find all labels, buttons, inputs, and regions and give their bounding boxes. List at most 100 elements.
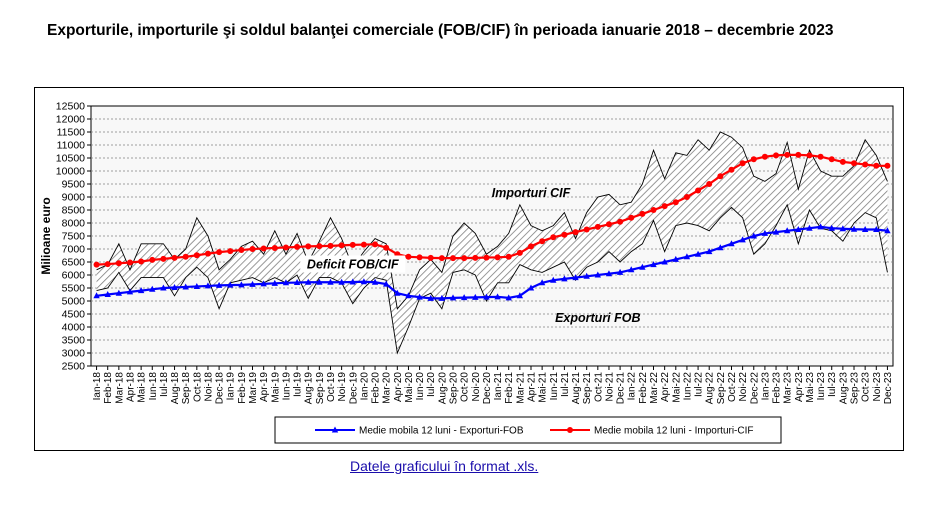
x-tick-label: Oct-20 bbox=[460, 372, 471, 402]
imports-point bbox=[617, 218, 624, 225]
imports-point bbox=[360, 241, 367, 248]
x-tick-label: Sep-23 bbox=[850, 372, 861, 405]
exports-point bbox=[349, 278, 356, 285]
imports-point bbox=[851, 160, 858, 167]
x-tick-label: Iul-22 bbox=[694, 372, 705, 397]
y-tick-label: 7500 bbox=[62, 231, 86, 243]
x-tick-label: Mai-22 bbox=[671, 372, 682, 403]
x-tick-label: Feb-18 bbox=[103, 372, 114, 404]
x-tick-label: Aug-18 bbox=[170, 372, 181, 405]
imports-point bbox=[795, 151, 802, 158]
imports-point bbox=[628, 214, 635, 221]
imports-point bbox=[149, 256, 156, 263]
exports-point bbox=[126, 288, 134, 295]
exports-point bbox=[327, 278, 334, 285]
x-tick-label: Ian-22 bbox=[627, 372, 638, 401]
imports-point bbox=[594, 223, 601, 230]
exports-point bbox=[405, 292, 412, 299]
imports-point bbox=[750, 156, 757, 163]
legend-imports-label: Medie mobila 12 luni - Importuri-CIF bbox=[594, 426, 754, 437]
exports-point bbox=[572, 274, 579, 281]
imports-point bbox=[405, 253, 412, 260]
x-tick-label: Mar-20 bbox=[382, 372, 393, 404]
x-tick-label: Iun-21 bbox=[549, 372, 560, 401]
imports-point bbox=[182, 253, 189, 260]
exports-point bbox=[472, 293, 479, 300]
exports-point bbox=[594, 271, 602, 278]
exports-point bbox=[516, 292, 524, 299]
imports-point bbox=[683, 194, 690, 200]
x-tick-label: Noi-19 bbox=[337, 372, 348, 402]
x-tick-label: Aug-22 bbox=[705, 372, 716, 405]
imports-point bbox=[238, 247, 245, 254]
x-tick-label: Aug-19 bbox=[304, 372, 315, 405]
exports-point bbox=[761, 229, 769, 236]
imports-point bbox=[505, 253, 512, 260]
exports-point bbox=[160, 284, 167, 291]
exports-point bbox=[427, 294, 434, 301]
exports-point bbox=[527, 284, 535, 291]
x-tick-label: Mar-22 bbox=[649, 372, 660, 404]
exports-point bbox=[538, 279, 546, 286]
imports-point bbox=[438, 255, 445, 262]
y-tick-label: 9000 bbox=[62, 192, 86, 204]
x-tick-label: Iul-18 bbox=[159, 372, 170, 397]
imports-point bbox=[817, 153, 824, 160]
deficit-area bbox=[96, 132, 888, 353]
xls-download-link[interactable]: Datele graficului în format .xls. bbox=[350, 458, 539, 474]
x-tick-label: Sep-19 bbox=[315, 372, 326, 405]
y-tick-label: 9500 bbox=[62, 179, 86, 191]
imports-point bbox=[305, 243, 312, 250]
imports-point bbox=[461, 255, 468, 262]
x-tick-label: Mai-21 bbox=[538, 372, 549, 403]
chart-svg: 2500300035004000450050005500600065007000… bbox=[39, 101, 894, 444]
y-tick-label: 6500 bbox=[62, 257, 86, 269]
monthly-imports-line bbox=[96, 131, 888, 310]
x-tick-label: Oct-19 bbox=[326, 372, 337, 402]
exports-point bbox=[115, 289, 123, 296]
x-tick-label: Dec-22 bbox=[749, 372, 760, 405]
exports-point bbox=[628, 266, 635, 273]
imports-point bbox=[327, 242, 334, 249]
exports-point bbox=[483, 293, 490, 300]
x-tick-label: Apr-23 bbox=[794, 372, 805, 402]
exports-point bbox=[661, 258, 668, 265]
exports-point bbox=[650, 261, 657, 268]
x-tick-label: Feb-22 bbox=[638, 372, 649, 404]
x-tick-label: Iun-20 bbox=[415, 372, 426, 401]
exports-point bbox=[861, 226, 869, 232]
imports-point bbox=[483, 254, 490, 261]
x-tick-label: Aug-23 bbox=[838, 372, 849, 405]
imports-point bbox=[706, 181, 713, 187]
exports-point bbox=[694, 250, 702, 257]
imports-point bbox=[873, 162, 880, 169]
imports-point bbox=[672, 199, 679, 206]
y-tick-label: 11000 bbox=[57, 140, 86, 152]
imports-point bbox=[494, 254, 501, 261]
y-tick-label: 10500 bbox=[56, 153, 85, 165]
x-tick-label: Oct-21 bbox=[593, 372, 604, 402]
x-tick-label: Mar-19 bbox=[248, 372, 259, 404]
exports-point bbox=[850, 225, 858, 232]
exports-point bbox=[494, 293, 501, 300]
imports-point bbox=[472, 254, 479, 261]
exports-point bbox=[783, 227, 791, 234]
x-tick-label: Mar-23 bbox=[783, 372, 794, 404]
x-tick-label: Mar-21 bbox=[515, 372, 526, 404]
x-tick-label: Oct-18 bbox=[192, 372, 203, 402]
imports-point bbox=[138, 258, 145, 265]
x-tick-label: Aug-21 bbox=[571, 372, 582, 405]
y-tick-label: 4500 bbox=[62, 309, 86, 321]
imports-point bbox=[104, 261, 111, 268]
x-tick-label: Iul-21 bbox=[560, 372, 571, 397]
exports-point bbox=[460, 294, 468, 301]
imports-point bbox=[316, 243, 323, 250]
annotation-label: Exporturi FOB bbox=[555, 311, 640, 325]
imports-point bbox=[828, 156, 835, 163]
x-tick-label: Sep-18 bbox=[181, 372, 192, 405]
exports-point bbox=[806, 224, 813, 231]
y-tick-label: 12000 bbox=[56, 114, 85, 126]
x-tick-label: Feb-21 bbox=[504, 372, 515, 404]
y-tick-label: 6000 bbox=[62, 270, 86, 282]
x-tick-label: Dec-18 bbox=[215, 372, 226, 405]
